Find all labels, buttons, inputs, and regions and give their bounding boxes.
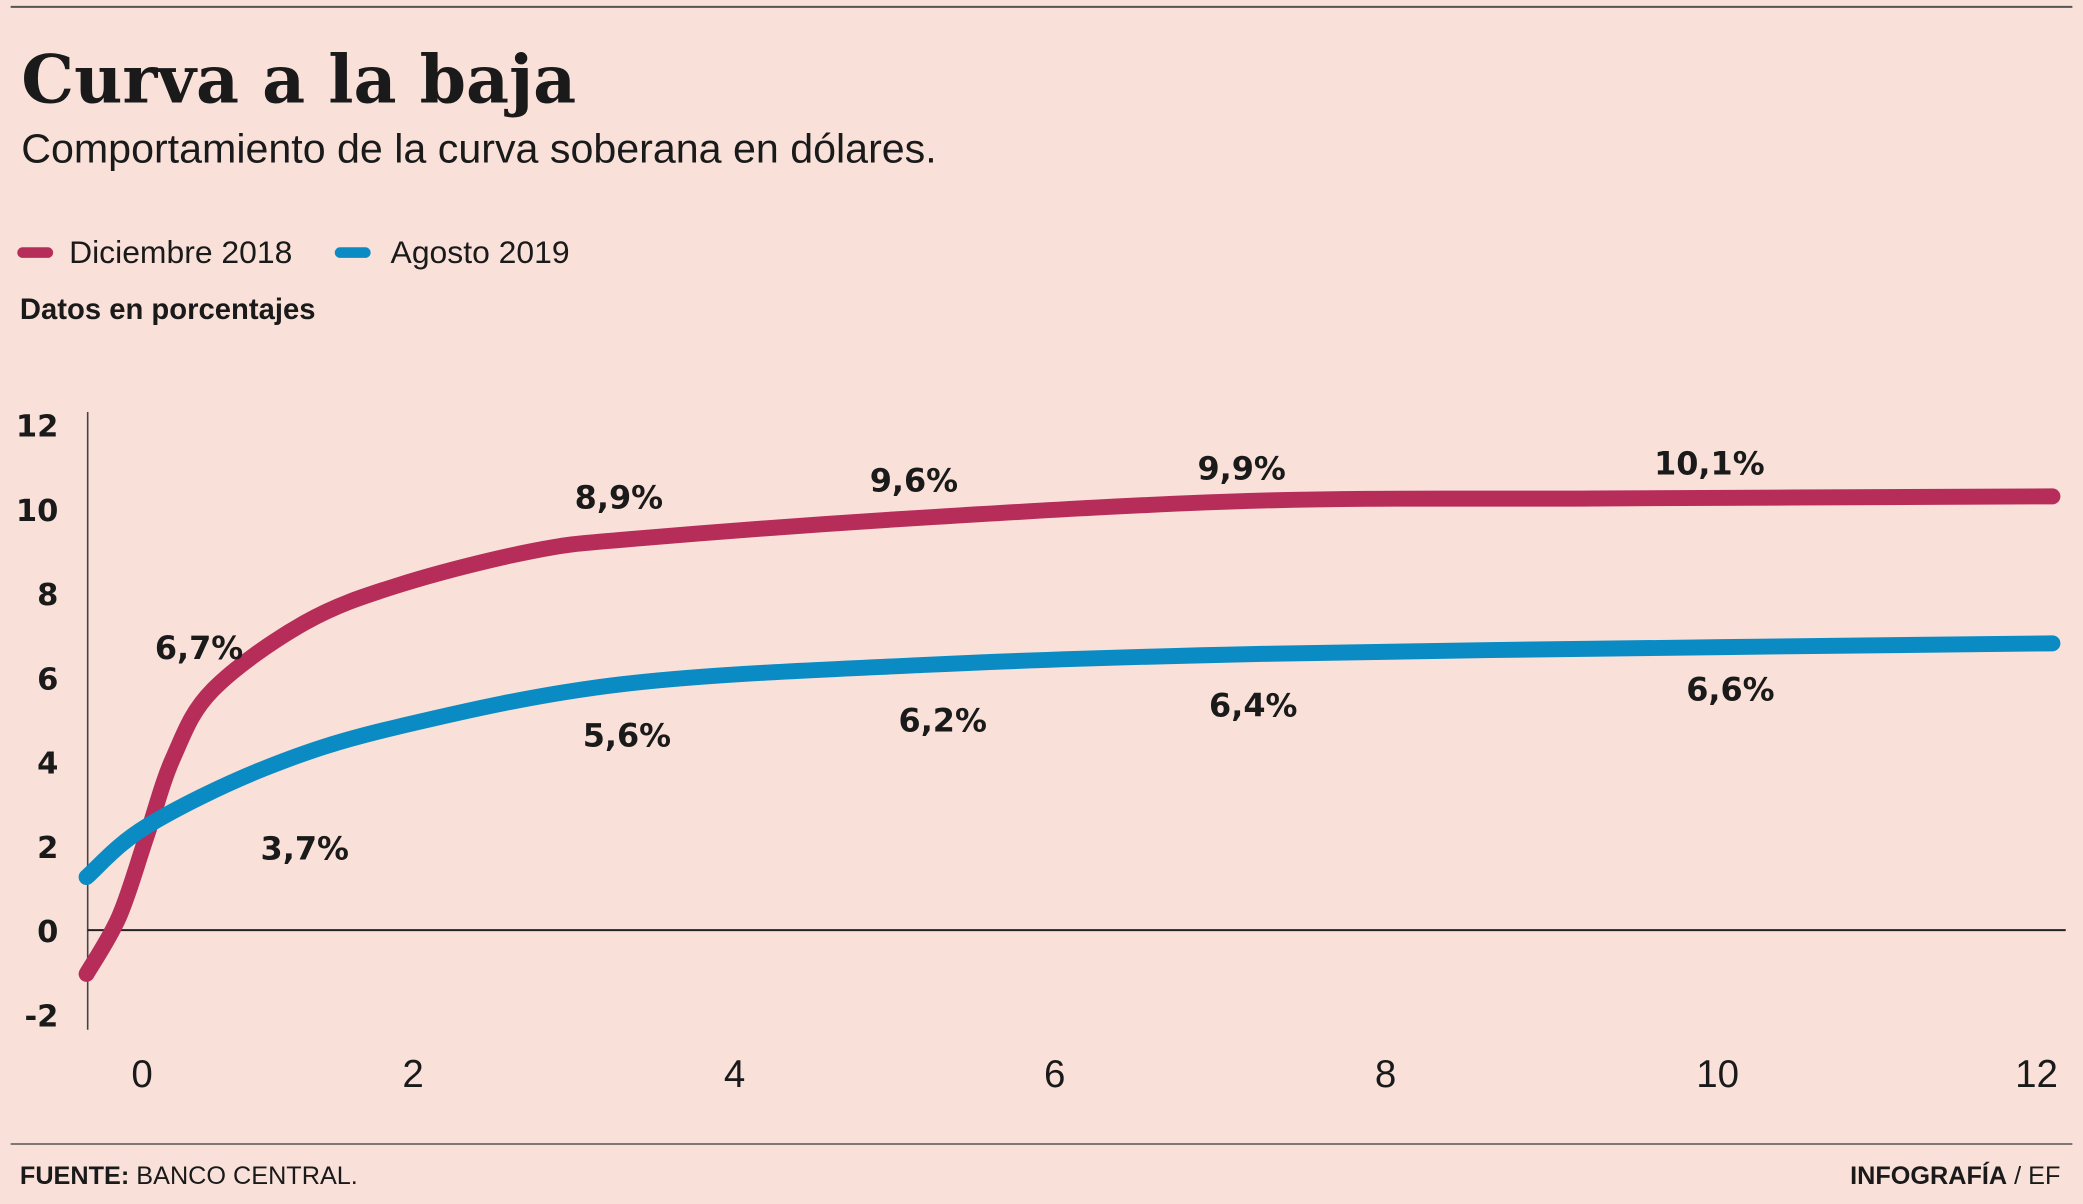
y-tick-label: 12 (16, 410, 59, 445)
y-ticks: 12 10 8 6 4 2 0 -2 (16, 410, 59, 1035)
legend-label-diciembre-2018: Diciembre 2018 (69, 234, 292, 270)
y-tick-label: 8 (37, 578, 58, 613)
x-tick-label: 6 (1044, 1053, 1065, 1096)
data-label: 9,9% (1197, 450, 1285, 488)
y-tick-label: 10 (16, 494, 59, 529)
series-lines (78, 488, 2061, 982)
y-axis-unit-label: Datos en porcentajes (20, 294, 316, 326)
y-tick-label: -2 (25, 999, 59, 1034)
credit-value: / EF (2014, 1162, 2060, 1190)
data-label: 9,6% (870, 461, 958, 499)
data-label: 6,6% (1686, 670, 1774, 708)
data-label: 5,6% (583, 717, 671, 755)
data-label: 6,7% (155, 629, 243, 667)
data-label: 6,4% (1209, 686, 1297, 724)
legend-label-agosto-2019: Agosto 2019 (391, 234, 570, 270)
data-label: 10,1% (1654, 445, 1765, 483)
x-ticks: 0 2 4 6 8 10 12 (131, 1053, 2057, 1096)
x-tick-label: 12 (2015, 1053, 2058, 1096)
series-line-diciembre-2018 (78, 488, 2061, 982)
series-line-agosto-2019 (78, 635, 2061, 886)
data-labels: 6,7% 8,9% 9,6% 9,9% 10,1% 3,7% 5,6% 6,2% 6,4% 6,6… (155, 445, 1775, 868)
legend: Diciembre 2018 Agosto 2019 (17, 234, 570, 270)
x-tick-label: 0 (131, 1053, 152, 1096)
y-tick-label: 2 (37, 831, 58, 866)
data-label: 3,7% (261, 830, 349, 868)
y-tick-label: 4 (37, 747, 58, 782)
source: FUENTE: BANCO CENTRAL. (20, 1162, 358, 1190)
y-tick-label: 6 (37, 662, 58, 697)
data-label: 8,9% (575, 478, 663, 516)
x-tick-label: 4 (724, 1053, 745, 1096)
chart-title: Curva a la baja (21, 41, 576, 119)
y-tick-label: 0 (37, 915, 58, 950)
x-tick-label: 2 (402, 1053, 423, 1096)
x-tick-label: 10 (1696, 1053, 1739, 1096)
source-value: BANCO CENTRAL. (136, 1162, 358, 1190)
source-label: FUENTE: (20, 1162, 129, 1190)
credit-label: INFOGRAFÍA (1850, 1161, 2007, 1190)
x-tick-label: 8 (1375, 1053, 1396, 1096)
data-label: 6,2% (899, 702, 987, 740)
chart-subtitle: Comportamiento de la curva soberana en d… (21, 125, 936, 171)
credit: INFOGRAFÍA / EF (1850, 1161, 2060, 1190)
